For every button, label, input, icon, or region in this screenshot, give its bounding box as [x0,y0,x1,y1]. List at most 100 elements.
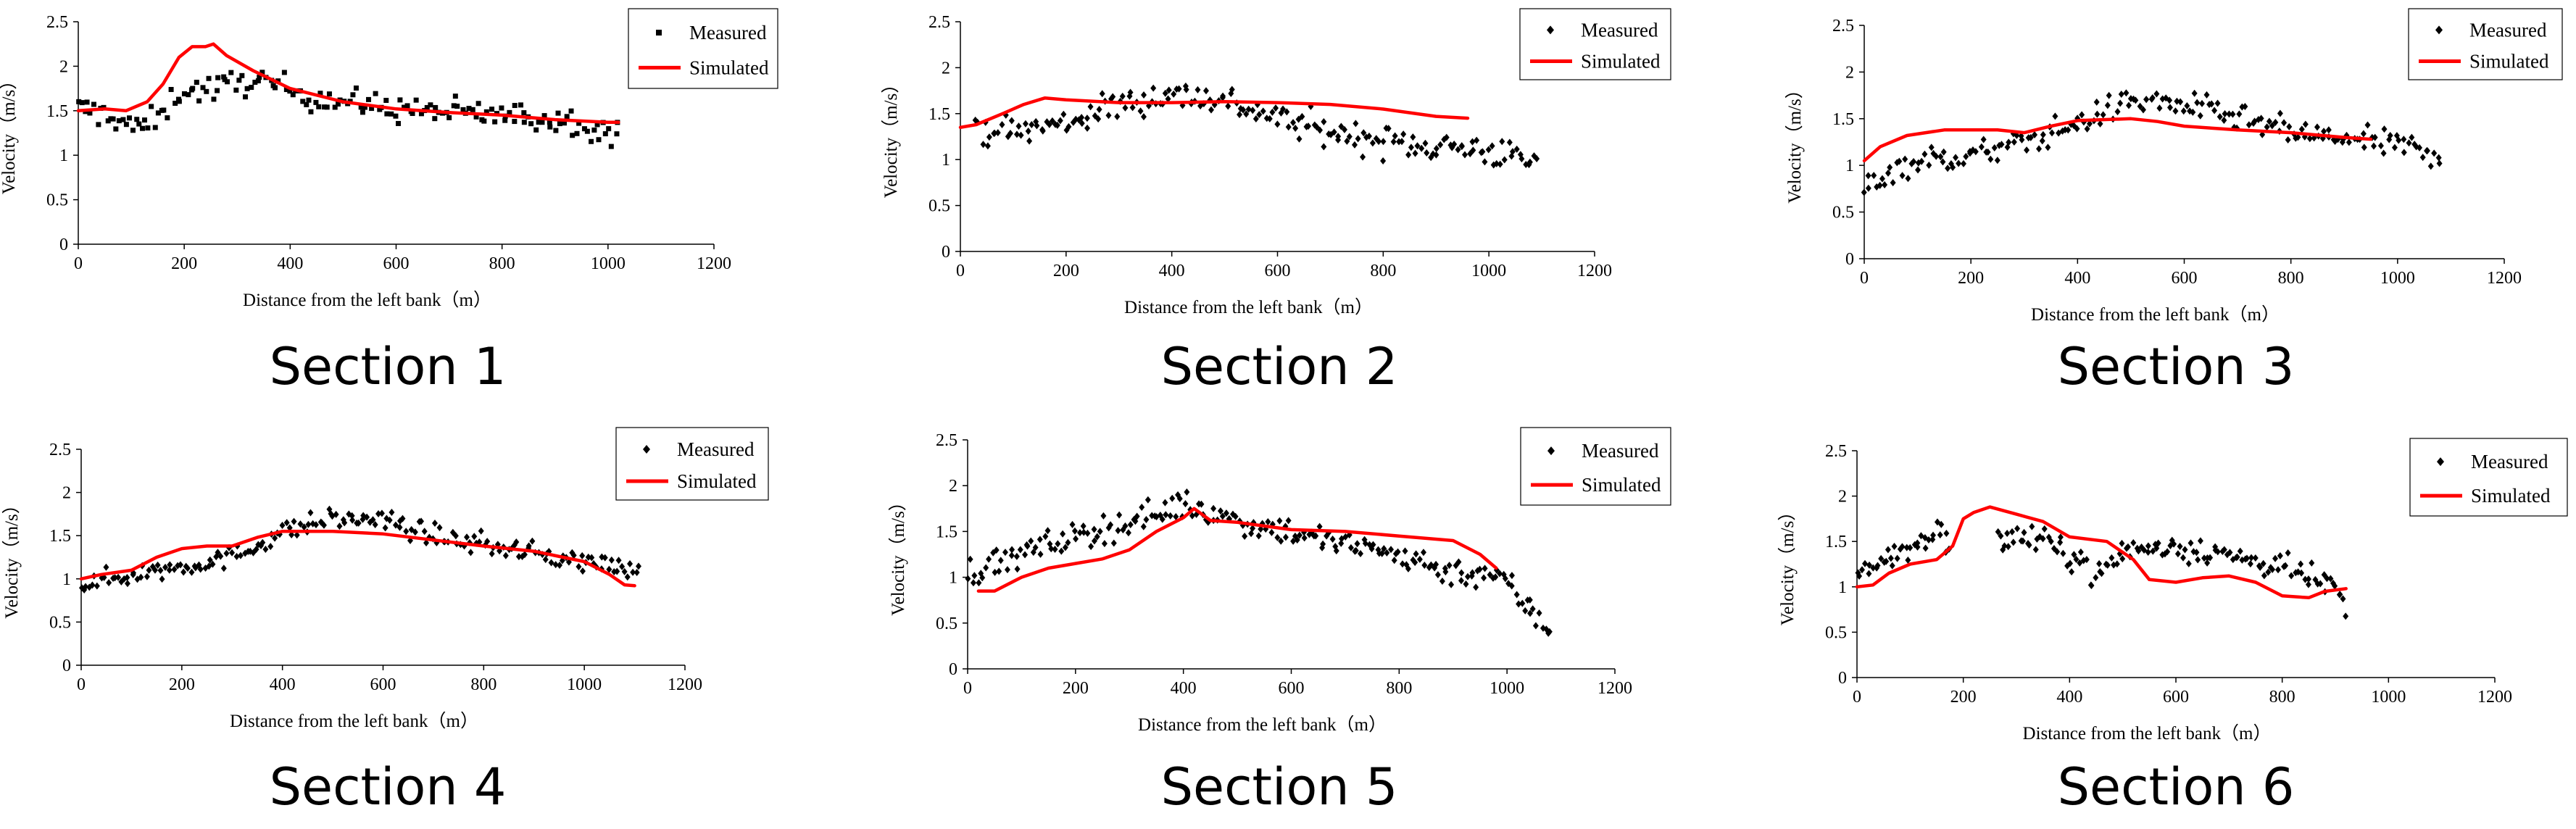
measured-point [1469,569,1476,577]
measured-point [2032,546,2039,554]
measured-point [1250,525,1256,533]
measured-point [396,523,403,531]
x-tick-label: 1000 [2371,688,2406,707]
measured-point [2180,554,2186,562]
measured-point [1487,571,1493,579]
measured-point [1458,142,1465,150]
measured-point [362,104,367,110]
measured-point [1299,112,1305,120]
measured-point [596,137,602,143]
measured-point [1119,92,1126,100]
measured-point [1094,533,1100,541]
measured-point [1473,583,1479,591]
y-tick-label: 2.5 [46,13,68,32]
measured-point [421,528,428,536]
y-tick-label: 0 [949,660,957,679]
measured-point [1455,146,1461,154]
measured-point [2098,570,2105,578]
measured-point [2361,143,2367,151]
measured-point [2006,138,2012,146]
legend-measured-marker [1547,25,1554,35]
measured-point [2097,120,2103,128]
measured-point [96,122,101,128]
measured-point [1938,520,1945,528]
measured-point [1329,536,1336,543]
measured-point [1987,155,1994,163]
x-tick-label: 200 [1063,679,1089,698]
measured-point [206,75,212,81]
measured-point [220,565,227,572]
measured-point [2381,125,2388,133]
measured-point [267,543,274,551]
measured-point [1355,135,1361,143]
measured-point [1013,130,1020,138]
measured-point [1879,175,1885,183]
measured-point [140,125,146,131]
measured-point [2427,162,2434,170]
measured-point [624,573,631,581]
measured-point [2370,142,2377,150]
measured-point [1242,533,1248,541]
measured-point [1044,527,1051,535]
section-title: Section 5 [1161,757,1398,817]
measured-point [2040,130,2046,138]
measured-point [1937,531,1943,539]
measured-point [105,118,111,124]
measured-point [1953,154,1959,162]
measured-point [1998,141,2005,149]
measured-point [2004,529,2011,537]
measured-point [2227,549,2233,557]
measured-point [386,516,393,524]
measured-point [84,99,90,105]
measured-point [1096,105,1102,113]
measured-point [1079,114,1085,122]
x-tick-label: 1200 [1597,679,1632,698]
measured-point [1915,166,1921,174]
measured-point [464,533,470,541]
measured-point [1526,596,1533,604]
measured-point [452,93,458,99]
measured-point [2083,556,2090,564]
measured-point [478,527,484,535]
measured-point [1030,549,1036,557]
measured-point [1366,132,1372,140]
measured-point [602,131,608,137]
measured-point [1400,130,1407,138]
measured-point [1529,605,1536,613]
measured-point [76,99,82,104]
measured-point [2149,93,2156,101]
measured-point [2145,542,2151,550]
measured-point [186,92,191,98]
measured-point [547,124,553,130]
measured-point [1907,543,1914,551]
measured-point [2032,131,2038,139]
measured-point [1025,128,1031,136]
measured-point [124,574,130,582]
measured-point [614,567,620,575]
measured-point [1060,530,1066,538]
measured-point [2166,96,2173,104]
measured-point [301,523,307,531]
measured-point [1380,157,1387,164]
measured-point [1464,572,1471,580]
measured-point [1451,141,1458,149]
measured-point [1501,156,1508,164]
measured-point [1405,151,1412,159]
measured-point [1140,522,1147,530]
measured-point [1268,528,1275,536]
measured-point [1926,162,1932,170]
measured-point [273,85,278,91]
measured-point [2009,528,2016,536]
measured-point [1482,565,1488,572]
section-title: Section 4 [270,757,507,817]
measured-point [1943,529,1950,537]
measured-point [1513,591,1520,599]
measured-point [1865,172,1871,180]
measured-point [215,75,221,80]
measured-point [1380,138,1387,146]
measured-point [976,579,982,587]
measured-point [2207,554,2214,562]
x-tick-label: 1000 [2380,269,2415,288]
measured-point [136,121,142,127]
measured-point [1894,554,1900,562]
